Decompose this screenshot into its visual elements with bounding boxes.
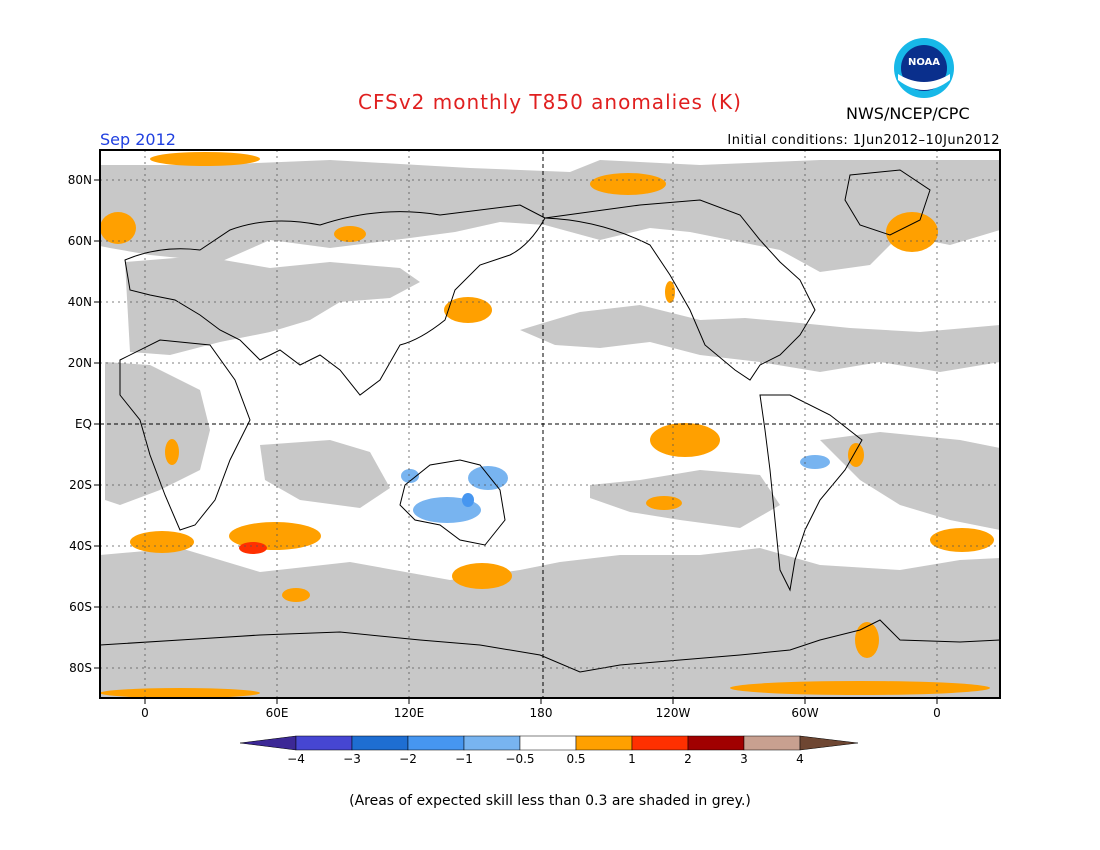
coast-greenland: [844, 169, 931, 236]
colorbar-segment: [631, 735, 689, 751]
coast-eurasia: [124, 204, 546, 396]
colorbar-tick-label: 0.5: [566, 752, 585, 766]
agency-label: NWS/NCEP/CPC: [846, 104, 970, 123]
warm-south-pacific-spot: [646, 496, 682, 510]
coast-australia: [399, 459, 506, 546]
warm-equatorial-pacific: [650, 423, 720, 457]
warm-south-of-australia: [452, 563, 512, 589]
colorbar-segment: [575, 735, 633, 751]
cool-australia-northeast: [468, 466, 508, 490]
coast-antarctica: [100, 619, 1000, 673]
grey-southern-ocean: [100, 548, 1000, 698]
strong-warm-south-indian: [239, 542, 267, 554]
colorbar-tick-label: 4: [796, 752, 804, 766]
colorbar: −4 −3 −2 −1 −0.5 0.5 1 2 3 4: [239, 735, 859, 766]
warm-west-russia: [334, 226, 366, 242]
warm-south-africa: [130, 531, 194, 553]
latitude-label: 60N: [68, 234, 92, 248]
cool-south-america: [800, 455, 830, 469]
longitude-label: 60E: [266, 706, 289, 720]
colorbar-min-arrow: [239, 735, 297, 751]
colorbar-segment: [407, 735, 465, 751]
latitude-label: 40N: [68, 295, 92, 309]
colorbar-max-arrow: [799, 735, 859, 751]
latitude-label: 20N: [68, 356, 92, 370]
initial-conditions: Initial conditions: 1Jun2012–10Jun2012: [727, 133, 1000, 148]
grey-north-pacific: [520, 305, 1000, 372]
latitude-label: 80S: [69, 661, 92, 675]
colorbar-tick-label: −3: [343, 752, 361, 766]
coast-south-america: [759, 394, 863, 592]
latitude-label: 40S: [69, 539, 92, 553]
colorbar-segment: [351, 735, 409, 751]
colorbar-tick-label: −1: [455, 752, 473, 766]
warm-japan: [444, 297, 492, 323]
warm-north-atlantic-west: [100, 212, 136, 244]
strong-warm-anomalies: [239, 542, 267, 554]
noaa-logo-text: NOAA: [908, 57, 940, 68]
warm-drake-passage: [855, 622, 879, 658]
colorbar-tick-label: −4: [287, 752, 305, 766]
warm-antarctic-band: [100, 688, 260, 698]
grey-south-atlantic: [820, 432, 1000, 530]
longitude-label: 180: [530, 706, 553, 720]
cool-australia-core: [462, 493, 474, 507]
axis-labels: 80N 60N 40N 20N EQ 20S 40S 60S 80S 0 60E 120E 180 120…: [68, 173, 941, 720]
colorbar-segment: [295, 735, 353, 751]
colorbar-tick-label: 3: [740, 752, 748, 766]
longitude-label: 0: [141, 706, 149, 720]
warm-greenland-sea: [886, 212, 938, 252]
low-skill-areas: [100, 160, 1000, 698]
moderate-cool-anomalies: [462, 493, 474, 507]
colorbar-segment: [463, 735, 521, 751]
latitude-label: EQ: [75, 417, 92, 431]
warm-west-africa-coast: [165, 439, 179, 465]
anomaly-field: [100, 150, 1000, 698]
grey-south-indian: [260, 440, 390, 508]
warm-southern-ocean-spot: [282, 588, 310, 602]
grey-eurasia: [125, 256, 420, 355]
warm-south-atlantic-east: [930, 528, 994, 552]
coast-north-america: [544, 199, 816, 381]
longitude-label: 120E: [394, 706, 425, 720]
warm-weddell-band: [730, 681, 990, 695]
latitude-label: 80N: [68, 173, 92, 187]
grey-arctic-band: [100, 160, 1000, 272]
map-title: CFSv2 monthly T850 anomalies (K): [358, 90, 742, 114]
graticule: [100, 150, 1000, 698]
warm-gulf-of-alaska: [665, 281, 675, 303]
warm-arctic-siberia: [590, 173, 666, 195]
colorbar-segment: [519, 735, 577, 751]
colorbar-segment: [687, 735, 745, 751]
longitude-label: 60W: [791, 706, 818, 720]
longitude-label: 0: [933, 706, 941, 720]
warm-brazil: [848, 443, 864, 467]
noaa-logo: NOAA: [894, 38, 954, 98]
cool-australia-northwest: [401, 469, 419, 483]
latitude-label: 60S: [69, 600, 92, 614]
coastlines: [100, 169, 1000, 673]
grey-africa-indian: [105, 362, 210, 505]
coast-africa: [119, 339, 251, 531]
grey-south-pacific: [590, 470, 780, 528]
latitude-label: 20S: [69, 478, 92, 492]
colorbar-tick-label: 1: [628, 752, 636, 766]
colorbar-segment: [743, 735, 801, 751]
longitude-label: 120W: [656, 706, 691, 720]
colorbar-tick-label: −2: [399, 752, 417, 766]
forecast-month: Sep 2012: [100, 130, 176, 149]
footnote: (Areas of expected skill less than 0.3 a…: [349, 793, 751, 809]
warm-arctic-atlantic: [150, 152, 260, 166]
colorbar-tick-label: −0.5: [505, 752, 534, 766]
colorbar-tick-label: 2: [684, 752, 692, 766]
